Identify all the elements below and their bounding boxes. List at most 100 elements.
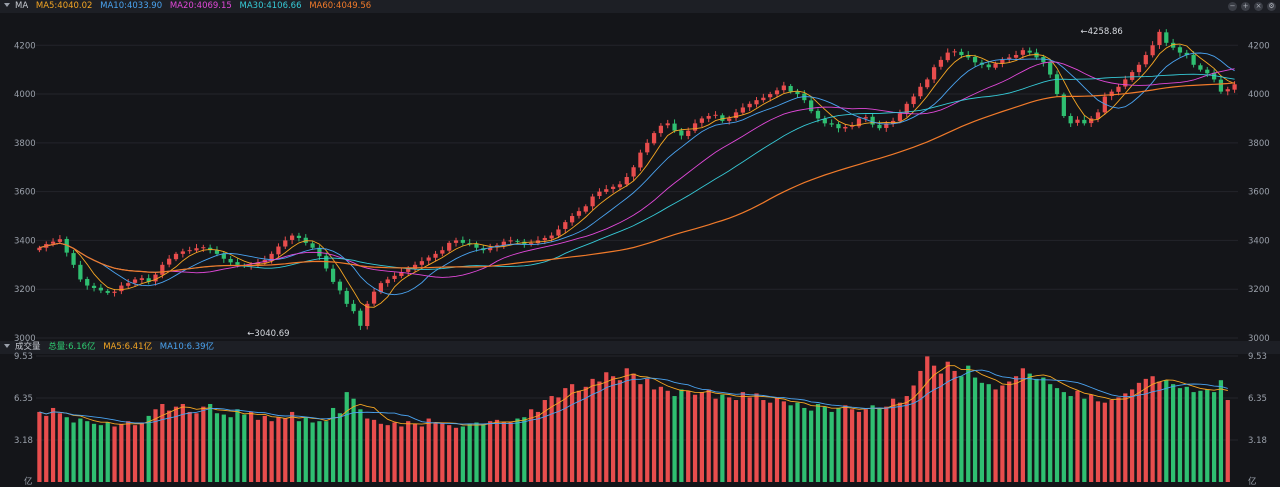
volume-unit-label-right: 亿 xyxy=(1248,476,1257,487)
candle-body xyxy=(610,186,616,189)
volume-bar xyxy=(1048,384,1053,482)
collapse-icon[interactable] xyxy=(4,344,10,348)
volume-bar xyxy=(938,373,944,482)
candle-body xyxy=(740,107,745,113)
candle-body xyxy=(1205,69,1210,74)
candle-body xyxy=(344,290,349,304)
candle-body xyxy=(412,264,418,269)
volume-bar xyxy=(1211,392,1217,482)
volume-bar xyxy=(433,422,438,482)
plus-icon[interactable]: + xyxy=(1241,2,1250,11)
candle-body xyxy=(931,67,937,80)
volume-bar xyxy=(262,415,267,482)
candle-body xyxy=(692,123,698,131)
volume-y-tick-label-right: 3.18 xyxy=(1248,436,1267,446)
candle-body xyxy=(283,240,288,247)
volume-bar xyxy=(890,398,896,482)
volume-bar xyxy=(296,421,302,482)
candle-body xyxy=(1171,42,1176,48)
candle-body xyxy=(173,253,179,260)
volume-bar xyxy=(1027,373,1032,482)
candle-body xyxy=(1136,64,1142,73)
volume-bar xyxy=(556,397,561,482)
collapse-icon[interactable] xyxy=(4,3,10,7)
volume-bar xyxy=(535,411,541,482)
volume-bar xyxy=(692,394,698,482)
candle-body xyxy=(153,274,158,282)
volume-bar xyxy=(194,413,199,482)
candle-body xyxy=(1211,72,1217,80)
extreme-value-label: ←4258.86 xyxy=(1081,27,1123,37)
volume-bar xyxy=(1150,376,1155,482)
volume-bar xyxy=(570,384,575,482)
candle-body xyxy=(788,86,793,92)
candle-body xyxy=(235,262,240,265)
candle-body xyxy=(1075,119,1080,123)
volume-bar xyxy=(160,403,165,482)
panel-controls: − + × ⚙ xyxy=(1228,2,1276,11)
volume-bar xyxy=(242,414,247,482)
candle-body xyxy=(508,240,513,242)
volume-bar xyxy=(501,422,506,482)
volume-bar xyxy=(1013,376,1019,482)
volume-bar xyxy=(50,407,56,482)
candle-body xyxy=(563,222,568,229)
minus-icon[interactable]: − xyxy=(1228,2,1237,11)
volume-bar xyxy=(1020,368,1025,482)
candle-body xyxy=(1095,112,1101,119)
candle-body xyxy=(474,243,479,248)
volume-bar xyxy=(324,421,329,482)
volume-bar xyxy=(255,419,261,482)
candle-body xyxy=(481,248,486,251)
volume-bar xyxy=(392,422,397,482)
candle-body xyxy=(221,253,226,259)
volume-bar xyxy=(1164,380,1169,482)
candle-body xyxy=(1041,56,1046,63)
volume-bar xyxy=(522,417,527,482)
volume-bar xyxy=(884,406,889,482)
candle-body xyxy=(1177,47,1183,53)
candle-body xyxy=(918,86,923,97)
volume-bar xyxy=(931,365,937,482)
candle-body xyxy=(78,264,83,280)
candle-body xyxy=(959,51,964,56)
volume-bar xyxy=(481,423,486,482)
volume-bar xyxy=(979,382,985,482)
volume-bar xyxy=(972,377,978,482)
y-tick-label-right: 3600 xyxy=(1248,188,1270,198)
candle-body xyxy=(1116,86,1121,92)
volume-bar xyxy=(1061,392,1066,482)
candle-body xyxy=(105,290,110,293)
volume-bar xyxy=(488,421,493,482)
ma5-line xyxy=(39,43,1235,308)
candle-body xyxy=(324,255,329,269)
candle-body xyxy=(146,278,151,282)
candle-body xyxy=(255,262,261,265)
y-tick-label: 3200 xyxy=(14,285,36,295)
volume-bar xyxy=(269,421,274,482)
volume-bar xyxy=(672,396,677,482)
volume-bar xyxy=(624,368,629,482)
volume-bar xyxy=(467,423,472,482)
volume-bar xyxy=(317,421,322,482)
volume-bar xyxy=(126,421,131,482)
volume-bar xyxy=(768,402,773,482)
candle-body xyxy=(167,258,172,265)
candle-body xyxy=(938,59,944,67)
volume-ma5-line xyxy=(39,365,1228,426)
volume-y-tick-label: 3.18 xyxy=(14,436,33,446)
candle-body xyxy=(371,291,377,304)
candle-body xyxy=(460,239,465,243)
candle-body xyxy=(1225,89,1230,92)
volume-bar xyxy=(761,400,766,482)
volume-bar xyxy=(617,380,623,482)
volume-bar xyxy=(98,425,103,482)
candle-body xyxy=(1191,54,1196,65)
candle-body xyxy=(829,123,834,125)
close-icon[interactable]: × xyxy=(1254,2,1263,11)
settings-icon[interactable]: ⚙ xyxy=(1267,2,1276,11)
volume-bar xyxy=(850,409,855,482)
volume-bar xyxy=(378,423,384,482)
candle-body xyxy=(351,303,356,312)
